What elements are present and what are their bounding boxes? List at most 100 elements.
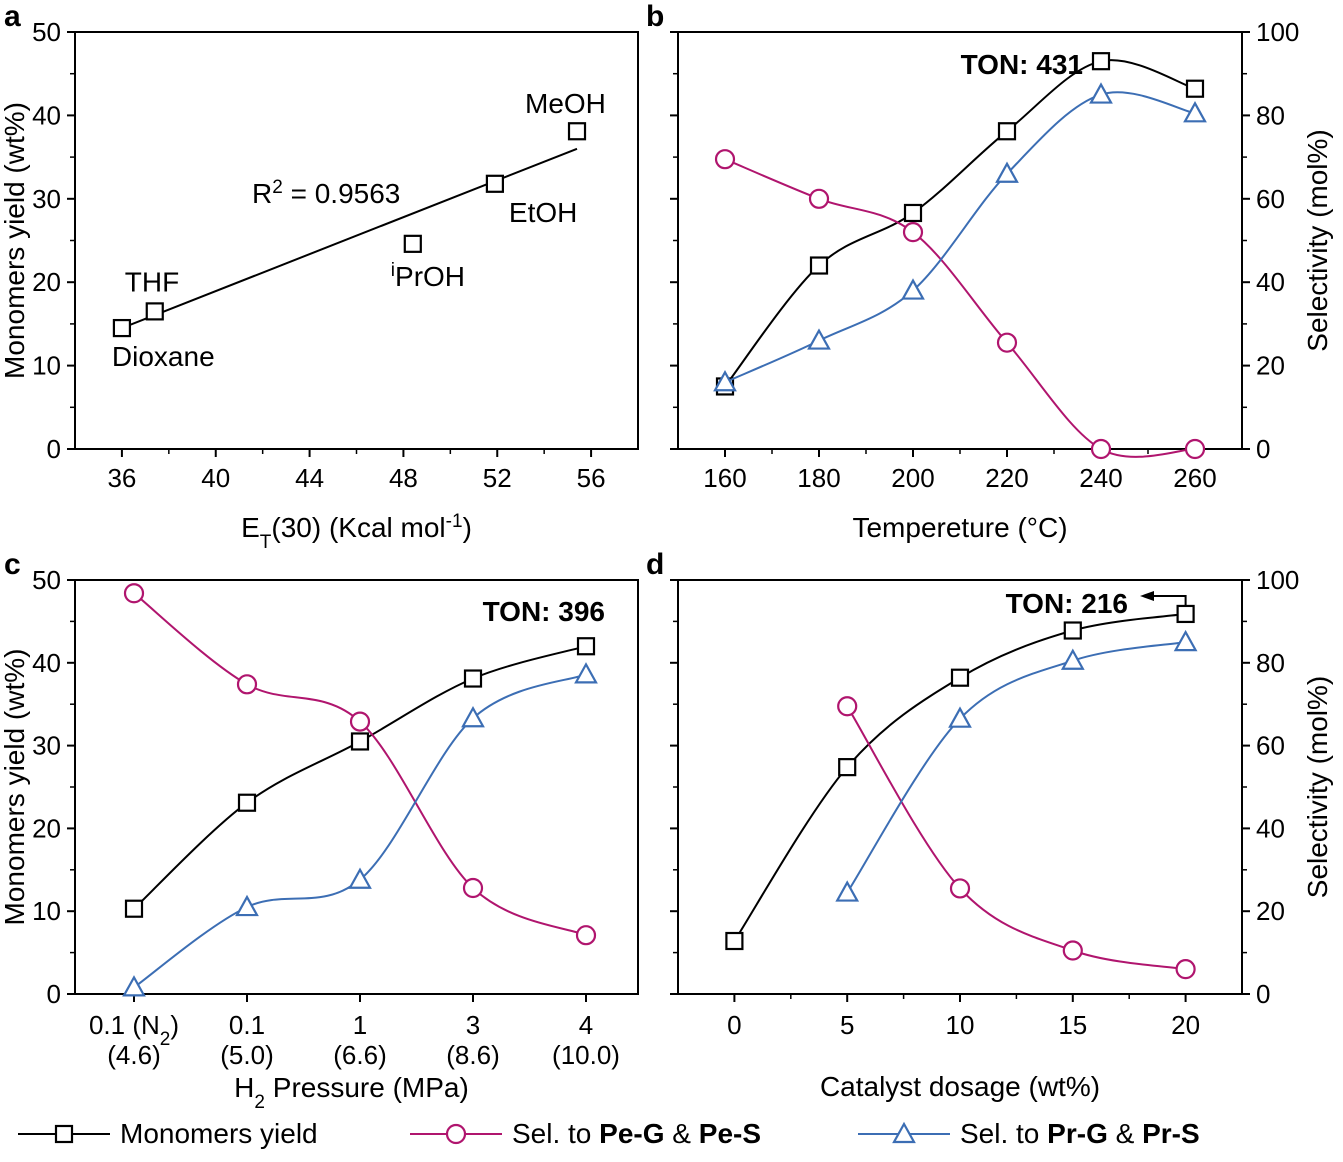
panel-c-letter-part: c [4, 548, 21, 581]
panel-a-ylabel: Monomers yield (wt%) [0, 102, 30, 379]
panel-d-pr-line [846, 641, 1186, 894]
panel-b-pe-point [996, 332, 1018, 353]
panel-a-ytick-label: 0 [47, 434, 61, 464]
panel-b-monomers-point [809, 256, 829, 275]
panel-b-monomers-point [1091, 52, 1111, 71]
panel-c-pe-point [123, 583, 145, 604]
panel-a-point [403, 234, 422, 253]
panel-d-ytick-right-label-part: 0 [1256, 979, 1270, 1009]
panel-d-xtick-label: 5 [840, 1010, 854, 1040]
panel-a-xlabel: ET(30) (Kcal mol-1) [241, 511, 472, 553]
panel-a-ytick-label: 30 [32, 184, 61, 214]
panel-c-xlabel: H2 Pressure (MPa) [234, 1072, 469, 1113]
panel-c-xtick-label: 3 [466, 1010, 480, 1040]
panel-d-xtick-label-part: 15 [1058, 1010, 1087, 1040]
panel-a-xlabel-part: (30) (Kcal mol [271, 512, 445, 543]
panel-b-xtick-label-part: 240 [1079, 463, 1122, 493]
panel-c-pr-point [348, 867, 372, 889]
panel-d-letter: d [646, 548, 664, 581]
legend-pe-label: Sel. to Pe-G & Pe-S [512, 1118, 761, 1149]
panel-c-pe-point [349, 711, 371, 732]
panel-a-ytick-label-part: 20 [32, 267, 61, 297]
panel-b-xlabel-part: Tempereture (°C) [852, 512, 1067, 543]
panel-a-xtick-label-part: 36 [107, 463, 136, 493]
panel-b-pe-point [902, 222, 924, 243]
panel-d-ytick-right-label-part: 40 [1256, 813, 1285, 843]
panel-a-point-label: THF [125, 266, 179, 297]
panel-c-ytick-label-part: 40 [32, 648, 61, 678]
panel-b-pr-point [1089, 82, 1113, 104]
panel-a-xtick-label-part: 56 [577, 463, 606, 493]
legend: Monomers yield Sel. to Pe-G & Pe-S Sel. to… [18, 1118, 1200, 1149]
panel-d-pr-point [948, 706, 972, 728]
panel-a-ytick-label-part: 40 [32, 100, 61, 130]
panel-a-point-label-part: Dioxane [112, 341, 215, 372]
panel-d-xtick-label-part: 20 [1171, 1010, 1200, 1040]
panel-d-ytick-right-label: 80 [1256, 648, 1285, 678]
panel-d-xlabel: Catalyst dosage (wt%) [820, 1071, 1100, 1102]
chart-marks [112, 52, 1207, 997]
panel-c-ton-label: TON: 396 [483, 596, 605, 627]
panel-d-pe-point [1062, 940, 1083, 961]
legend-monomers-marker [54, 1124, 74, 1144]
panel-d-xtick-label-part: 0 [727, 1010, 741, 1040]
panel-a-ytick-label-part: 50 [32, 17, 61, 47]
panel-a-ytick-label-part: 0 [47, 434, 61, 464]
panel-c-letter: c [4, 548, 21, 581]
panel-d-ylabel-right-part: Selectivity (mol%) [1302, 676, 1333, 898]
panel-b-xtick-label: 220 [985, 463, 1028, 493]
panel-c-pr-point [574, 662, 598, 684]
panel-b-letter-part: b [646, 0, 664, 33]
panel-b-monomers-point [903, 203, 923, 223]
panel-b-pe-point [1090, 438, 1112, 460]
panel-a-point-label-part: EtOH [509, 197, 577, 228]
panel-b-xtick-label: 180 [797, 463, 840, 493]
panel-b-ytick-right-label: 80 [1256, 100, 1285, 130]
panel-b-ytick-right-label: 0 [1256, 434, 1270, 464]
panel-c-ytick-label: 20 [32, 813, 61, 843]
panel-c-xtick-label: 4 [579, 1010, 593, 1040]
panel-b-ytick-right-label-part: 20 [1256, 351, 1285, 381]
panel-a-xtick-label-part: 44 [295, 463, 324, 493]
panel-b-xtick-label: 160 [703, 463, 746, 493]
panel-b-pe-point [714, 149, 736, 170]
panel-b-pr-point [807, 328, 831, 350]
panel-b-ylabel-right: Selectivity (mol%) [1302, 129, 1333, 351]
panel-b-ytick-right-label-part: 60 [1256, 184, 1285, 214]
panel-c-xtick-sublabel-part: (4.6) [107, 1040, 160, 1070]
panel-c-monomers-point [124, 899, 144, 918]
panel-d-ton-label: TON: 216 [1006, 588, 1128, 619]
panel-c-ytick-label: 30 [32, 731, 61, 761]
panel-d-monomers-point [1063, 621, 1082, 640]
panel-b-xtick-label-part: 180 [797, 463, 840, 493]
panel-a-xlabel-part: ) [463, 512, 472, 543]
legend-pe-marker [445, 1123, 467, 1145]
legend-pr-marker [892, 1121, 916, 1144]
panel-c-ytick-label: 10 [32, 896, 61, 926]
panel-d-pe-point [949, 878, 971, 899]
panel-c-ytick-label-part: 0 [47, 979, 61, 1009]
panel-a-ytick-label: 20 [32, 267, 61, 297]
panel-d-ytick-right-label: 40 [1256, 813, 1285, 843]
panel-a-letter: a [4, 0, 21, 33]
panel-c-xtick-sublabel: (4.6) [107, 1040, 160, 1070]
panel-c-ytick-label: 0 [47, 979, 61, 1009]
panel-a-ylabel-part: Monomers yield (wt%) [0, 102, 30, 379]
panel-c-ytick-label-part: 50 [32, 565, 61, 595]
panel-a-ytick-label-part: 10 [32, 351, 61, 381]
panel-c-ytick-label: 40 [32, 648, 61, 678]
panel-c-ytick-label: 50 [32, 565, 61, 595]
panel-a-xtick-label-part: 52 [483, 463, 512, 493]
panel-a-point-label-part: THF [125, 266, 179, 297]
panel-d-letter-part: d [646, 548, 664, 581]
panel-d-pr-point [835, 880, 860, 902]
panel-c-pr-point [235, 894, 259, 917]
panel-c-xtick-label: 1 [353, 1010, 367, 1040]
panel-c-xtick-label: 0.1 [229, 1010, 265, 1040]
panel-c-ytick-label-part: 10 [32, 896, 61, 926]
panel-a-point-label-part: MeOH [525, 88, 606, 119]
panel-c-xlabel-part: 2 [254, 1092, 265, 1113]
panel-b-pr-point [901, 278, 925, 300]
legend-pr-label-part: Sel. to [960, 1118, 1047, 1149]
